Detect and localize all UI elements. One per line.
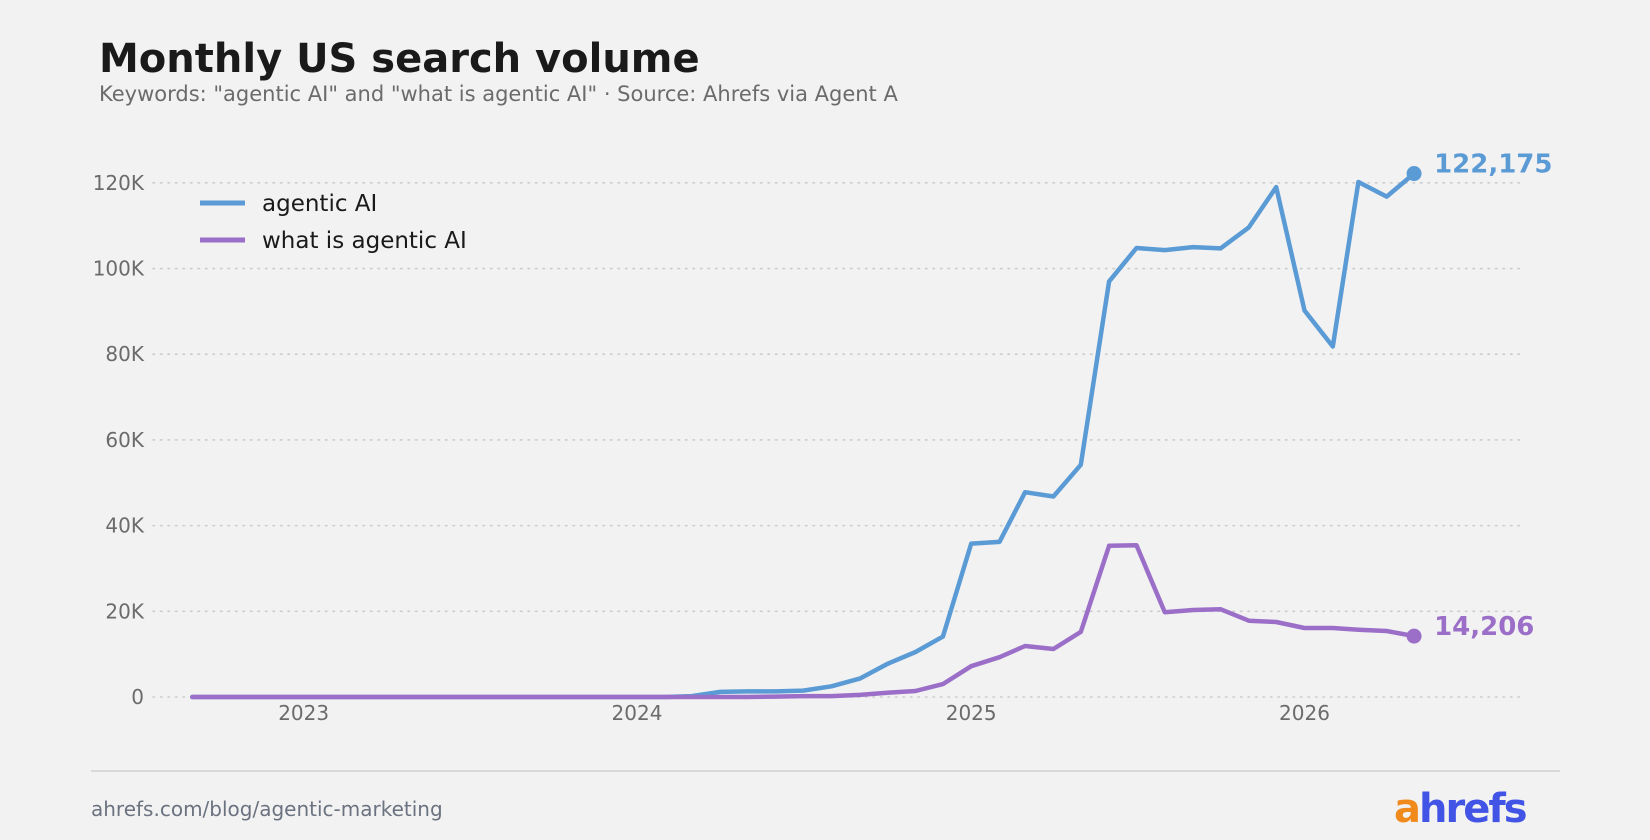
series-end-label: 14,206 xyxy=(1434,612,1534,642)
y-tick-label: 40K xyxy=(105,514,144,538)
ahrefs-logo: ahrefs xyxy=(1394,786,1528,832)
grid-lines xyxy=(152,182,1521,698)
y-tick-label: 80K xyxy=(105,342,144,366)
legend-label: what is agentic AI xyxy=(262,228,467,254)
footer-divider xyxy=(91,770,1560,772)
x-tick-label: 2025 xyxy=(946,701,997,725)
series-lines: 122,175 14,206 xyxy=(190,150,1552,700)
y-axis: 0 20K 40K 60K 80K 100K 120K xyxy=(93,171,145,709)
chart-subtitle: Keywords: "agentic AI" and "what is agen… xyxy=(99,82,898,106)
y-tick-label: 0 xyxy=(131,685,144,709)
line-chart: 0 20K 40K 60K 80K 100K 120K 2023 2024 2025 2026 1… xyxy=(93,150,1553,725)
y-tick-label: 20K xyxy=(105,599,144,623)
x-tick-label: 2023 xyxy=(278,701,329,725)
chart-title: Monthly US search volume xyxy=(99,36,700,82)
x-tick-label: 2026 xyxy=(1279,701,1330,725)
x-tick-label: 2024 xyxy=(612,701,663,725)
x-axis: 2023 2024 2025 2026 xyxy=(278,701,1330,725)
legend: agentic AI what is agentic AI xyxy=(200,191,467,254)
y-tick-label: 60K xyxy=(105,428,144,452)
y-tick-label: 120K xyxy=(93,171,145,195)
legend-label: agentic AI xyxy=(262,191,377,217)
series-line xyxy=(190,543,1417,700)
series-end-label: 122,175 xyxy=(1434,150,1552,180)
footer-source-url[interactable]: ahrefs.com/blog/agentic-marketing xyxy=(91,797,443,821)
y-tick-label: 100K xyxy=(93,257,145,281)
series-end-marker xyxy=(1406,628,1422,644)
series-end-marker xyxy=(1406,166,1422,182)
